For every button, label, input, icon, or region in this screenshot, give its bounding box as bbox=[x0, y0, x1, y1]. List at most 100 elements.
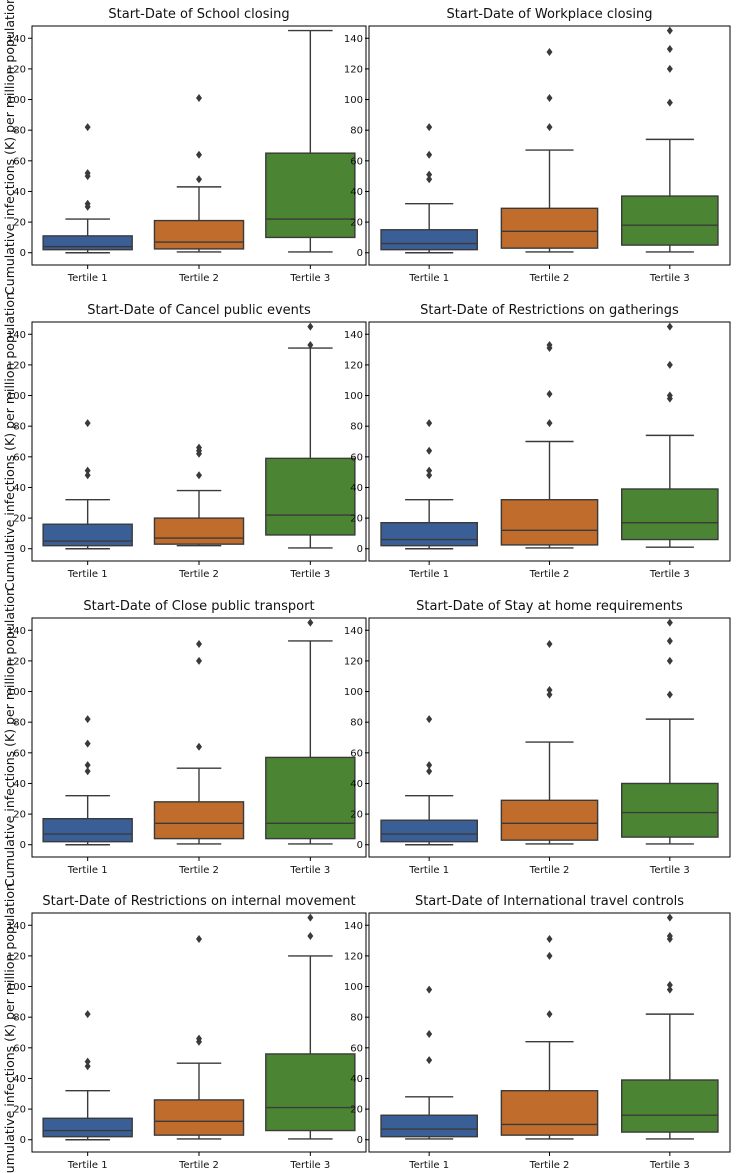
panel-title: Start-Date of Stay at home requirements bbox=[416, 599, 683, 614]
outlier-point bbox=[666, 656, 673, 665]
x-tick-label: Tertile 3 bbox=[649, 865, 690, 876]
axes-frame bbox=[31, 25, 367, 266]
outlier-point bbox=[666, 618, 673, 627]
y-tick-label: 140 bbox=[7, 34, 26, 45]
outlier-point bbox=[426, 150, 433, 159]
x-tick-label: Tertile 1 bbox=[67, 273, 108, 284]
box-iqr bbox=[500, 799, 599, 841]
y-tick-label: 40 bbox=[13, 483, 26, 494]
box-tertile-1 bbox=[380, 985, 478, 1140]
panel-2: Start-Date of Workplace closing Tertile 1… bbox=[344, 7, 731, 284]
outlier-point bbox=[84, 199, 91, 208]
y-tick-label: 0 bbox=[357, 1135, 363, 1146]
outlier-point bbox=[196, 742, 202, 751]
y-tick-label: 20 bbox=[13, 514, 26, 525]
y-tick-label: 20 bbox=[350, 218, 363, 229]
outlier-point bbox=[546, 686, 553, 695]
outlier-point bbox=[426, 1030, 433, 1039]
y-tick-label: 40 bbox=[13, 187, 26, 198]
outlier-point bbox=[666, 322, 673, 331]
panel-title: Start-Date of Restrictions on gatherings bbox=[420, 303, 679, 318]
y-axis-label: Cumulative infections (K) per million po… bbox=[2, 292, 17, 591]
outlier-point bbox=[196, 656, 202, 665]
outlier-point bbox=[426, 419, 433, 428]
box-tertile-2 bbox=[500, 935, 599, 1140]
x-tick-label: Tertile 1 bbox=[408, 273, 449, 284]
x-tick-label: Tertile 2 bbox=[178, 273, 219, 284]
box-tertile-2 bbox=[500, 48, 599, 253]
y-axis-label: Cumulative infections (K) per million po… bbox=[2, 0, 17, 295]
y-tick-label: 120 bbox=[344, 360, 363, 371]
y-tick-label: 80 bbox=[350, 126, 363, 137]
outlier-point bbox=[84, 471, 91, 480]
box-tertile-3 bbox=[265, 29, 356, 253]
panel-title: Start-Date of Restrictions on internal m… bbox=[42, 894, 355, 909]
y-tick-label: 80 bbox=[13, 1013, 26, 1024]
panel-title: Start-Date of School closing bbox=[108, 7, 289, 22]
outlier-point bbox=[426, 175, 433, 184]
y-tick-label: 20 bbox=[13, 810, 26, 821]
outlier-point bbox=[546, 123, 553, 132]
box-iqr bbox=[500, 499, 599, 546]
outlier-point bbox=[196, 471, 202, 480]
y-tick-label: 120 bbox=[344, 951, 363, 962]
y-tick-label: 140 bbox=[344, 626, 363, 637]
panel-8: Start-Date of International travel contr… bbox=[344, 894, 731, 1171]
box-tertile-1 bbox=[42, 123, 133, 254]
outlier-point bbox=[84, 739, 91, 748]
outlier-point bbox=[307, 322, 314, 331]
outlier-point bbox=[426, 471, 433, 480]
box-tertile-2 bbox=[153, 443, 245, 547]
box-iqr bbox=[500, 1090, 599, 1136]
box-tertile-2 bbox=[153, 94, 245, 253]
outlier-point bbox=[307, 618, 314, 627]
box-iqr bbox=[265, 152, 356, 239]
box-tertile-2 bbox=[500, 340, 599, 549]
y-tick-label: 40 bbox=[13, 779, 26, 790]
y-tick-label: 0 bbox=[357, 248, 363, 259]
y-tick-label: 60 bbox=[13, 452, 26, 463]
outlier-point bbox=[84, 419, 91, 428]
y-tick-label: 100 bbox=[344, 982, 363, 993]
box-iqr bbox=[380, 1114, 478, 1138]
x-tick-label: Tertile 1 bbox=[67, 865, 108, 876]
y-tick-label: 60 bbox=[13, 1043, 26, 1054]
y-tick-label: 60 bbox=[350, 748, 363, 759]
box-tertile-3 bbox=[621, 913, 719, 1140]
y-tick-label: 100 bbox=[7, 95, 26, 106]
y-tick-label: 40 bbox=[350, 1074, 363, 1085]
y-tick-label: 140 bbox=[344, 330, 363, 341]
y-axis-label: Cumulative infections (K) per million po… bbox=[2, 588, 17, 887]
x-tick-label: Tertile 3 bbox=[289, 273, 330, 284]
outlier-point bbox=[84, 715, 91, 724]
outlier-point bbox=[546, 390, 553, 399]
outlier-point bbox=[196, 935, 202, 944]
axes-frame bbox=[368, 321, 731, 562]
outlier-point bbox=[84, 169, 91, 178]
box-tertile-1 bbox=[380, 715, 478, 846]
box-iqr bbox=[621, 195, 719, 246]
x-tick-label: Tertile 2 bbox=[178, 569, 219, 580]
box-iqr bbox=[153, 801, 245, 840]
outlier-point bbox=[196, 94, 202, 103]
y-tick-label: 120 bbox=[344, 64, 363, 75]
y-tick-label: 0 bbox=[357, 840, 363, 851]
box-iqr bbox=[153, 517, 245, 545]
y-tick-label: 60 bbox=[13, 156, 26, 167]
panel-5: Start-Date of Close public transport Tert… bbox=[2, 588, 367, 887]
outlier-point bbox=[307, 913, 314, 922]
outlier-point bbox=[666, 64, 673, 73]
x-tick-label: Tertile 3 bbox=[649, 1160, 690, 1171]
y-tick-label: 0 bbox=[20, 248, 26, 259]
box-tertile-1 bbox=[42, 419, 133, 550]
y-tick-label: 60 bbox=[350, 156, 363, 167]
axes-frame bbox=[31, 321, 367, 562]
outlier-point bbox=[666, 44, 673, 53]
outlier-point bbox=[546, 94, 553, 103]
x-tick-label: Tertile 2 bbox=[178, 865, 219, 876]
box-iqr bbox=[621, 488, 719, 541]
axes-frame bbox=[31, 912, 367, 1153]
panel-3: Start-Date of Cancel public events Tertil… bbox=[2, 292, 367, 591]
axes-frame bbox=[368, 25, 731, 266]
y-tick-label: 140 bbox=[344, 921, 363, 932]
